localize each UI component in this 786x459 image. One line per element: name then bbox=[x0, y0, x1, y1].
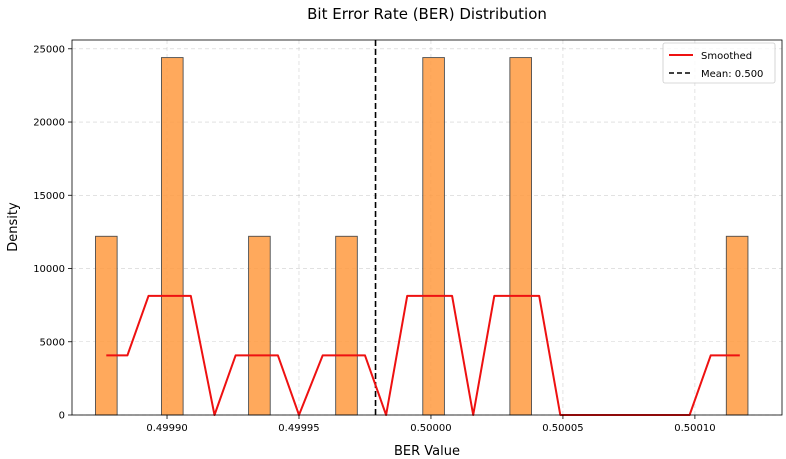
y-tick-label: 15000 bbox=[33, 191, 65, 202]
y-tick-label: 5000 bbox=[40, 337, 65, 348]
x-tick-label: 0.49995 bbox=[278, 423, 319, 434]
legend-box bbox=[662, 42, 776, 84]
x-axis-label: BER Value bbox=[394, 444, 460, 459]
x-tick-label: 0.50010 bbox=[674, 423, 715, 434]
histogram-bar bbox=[161, 57, 184, 416]
histogram-bar bbox=[95, 235, 118, 416]
legend-smoothed-label: Smoothed bbox=[701, 51, 752, 62]
histogram-bar bbox=[725, 235, 749, 416]
chart-title: Bit Error Rate (BER) Distribution bbox=[307, 5, 547, 23]
histogram-bar bbox=[509, 57, 532, 416]
y-tick-label: 25000 bbox=[33, 44, 65, 55]
histogram-bars bbox=[95, 57, 749, 416]
legend: Smoothed Mean: 0.500 bbox=[662, 42, 776, 84]
x-tick-label: 0.50005 bbox=[542, 423, 583, 434]
plot-area-frame bbox=[71, 39, 783, 416]
x-tick-label: 0.49990 bbox=[146, 423, 187, 434]
axis-ticks: 0.49990 0.49995 0.50000 0.50005 0.50010 0 5000… bbox=[33, 44, 715, 434]
histogram-bar bbox=[335, 235, 358, 416]
y-tick-label: 20000 bbox=[33, 118, 65, 129]
y-tick-label: 0 bbox=[59, 411, 65, 422]
y-tick-label: 10000 bbox=[33, 264, 65, 275]
x-tick-label: 0.50000 bbox=[410, 423, 451, 434]
histogram-bar bbox=[248, 235, 271, 416]
histogram-bar bbox=[422, 57, 445, 416]
y-axis-label: Density bbox=[6, 202, 21, 252]
legend-mean-label: Mean: 0.500 bbox=[701, 69, 763, 80]
